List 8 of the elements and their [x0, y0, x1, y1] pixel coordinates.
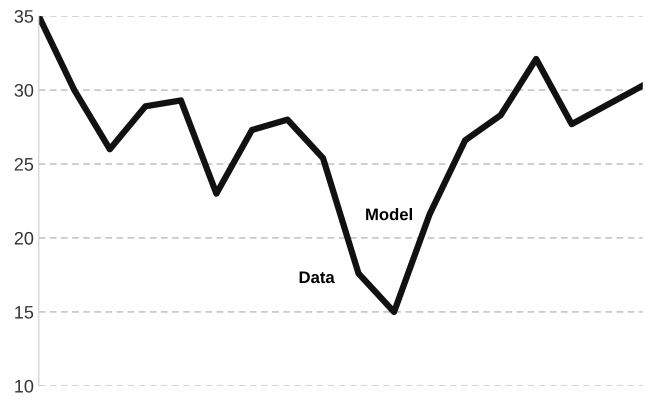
annotation: Model: [366, 208, 412, 220]
y-tick-label: 20: [14, 232, 34, 245]
annotation: Data: [300, 272, 335, 284]
y-tick-label: 30: [14, 84, 34, 97]
y-tick-label: 10: [15, 380, 34, 393]
y-tick-label: 25: [14, 158, 34, 171]
y-tick-label: 15: [15, 306, 34, 319]
y-tick-label: 35: [14, 10, 34, 23]
